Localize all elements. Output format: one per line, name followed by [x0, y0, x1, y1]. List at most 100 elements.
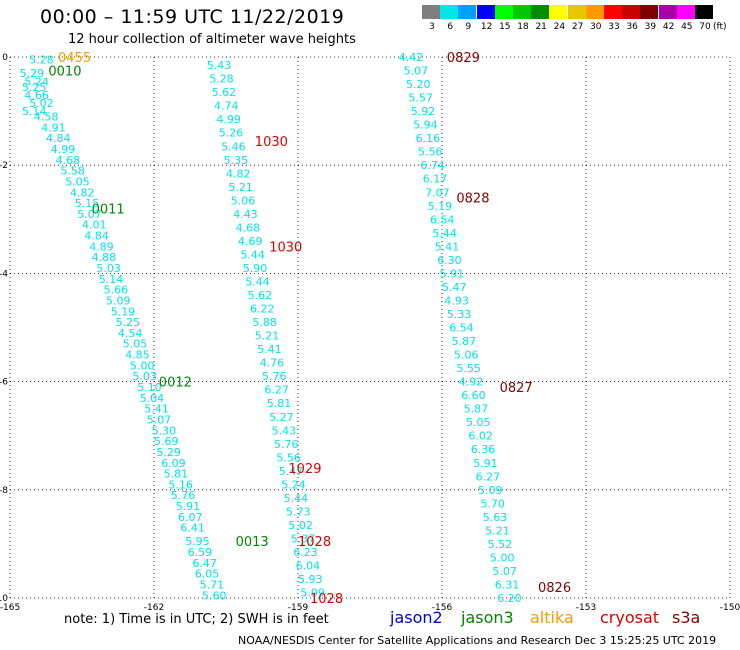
x-tick-label: -153 [576, 603, 596, 613]
data-point-label: 6.22 [250, 303, 275, 316]
scale-swatch [494, 5, 513, 19]
data-point-label: 6.23 [293, 546, 318, 559]
time-label: 0829 [447, 51, 480, 66]
data-point-label: 5.44 [432, 227, 457, 240]
x-tick-label: -156 [432, 603, 453, 613]
data-point-label: 5.70 [480, 497, 505, 510]
data-point-label: 5.41 [257, 343, 282, 356]
data-point-label: 5.02 [29, 97, 54, 110]
legend-item-jason3: jason3 [461, 608, 514, 627]
data-point-label: 5.06 [231, 194, 256, 207]
y-tick-label: -2 [0, 161, 8, 171]
data-point-label: 5.10 [137, 381, 162, 394]
data-point-label: 5.09 [106, 294, 131, 307]
data-point-label: 4.99 [51, 143, 76, 156]
data-point-label: 4.84 [84, 230, 109, 243]
scale-swatch [531, 5, 550, 19]
data-point-label: 5.20 [406, 78, 431, 91]
scale-label: 42 [662, 22, 675, 32]
scale-label: 33 [608, 22, 620, 32]
data-point-label: 5.25 [116, 316, 141, 329]
data-point-label: 5.14 [22, 105, 47, 118]
data-point-label: 5.03 [96, 262, 121, 275]
data-point-label: 4.84 [46, 132, 71, 145]
time-label: 0012 [159, 376, 192, 391]
data-point-label: 4.01 [82, 219, 107, 232]
data-point-label: 5.43 [207, 59, 232, 72]
data-point-label: 6.20 [497, 592, 522, 605]
x-tick-label: -165 [0, 603, 20, 613]
data-point-label: 5.41 [144, 403, 169, 416]
data-point-label: 5.21 [255, 330, 279, 343]
data-point-label: 5.91 [176, 500, 201, 513]
page-title: 00:00 – 11:59 UTC 11/22/2019 [40, 6, 345, 28]
data-point-label: 6.07 [178, 511, 203, 524]
data-point-label: 4.42 [399, 51, 424, 64]
scale-label: 21 [535, 22, 547, 32]
data-point-label: 6.17 [423, 173, 448, 186]
legend-item-altika: altika [530, 608, 574, 627]
data-point-label: 6.59 [188, 546, 213, 559]
data-point-label: 5.63 [483, 511, 508, 524]
data-point-label: 5.05 [466, 416, 491, 429]
data-point-label: 5.44 [284, 492, 309, 505]
scale-label: 24 [553, 22, 566, 32]
data-point-label: 4.85 [125, 349, 150, 362]
data-point-label: 5.99 [300, 587, 325, 600]
time-label: 1030 [269, 240, 302, 255]
data-point-label: 5.66 [104, 284, 129, 297]
data-point-label: 5.07 [492, 565, 517, 578]
data-point-label: 5.71 [200, 578, 225, 591]
data-point-label: 4.54 [118, 327, 143, 340]
data-point-label: 5.03 [132, 370, 157, 383]
data-point-label: 5.87 [452, 335, 477, 348]
data-point-label: 5.91 [440, 267, 465, 280]
data-point-label: 6.41 [180, 522, 205, 535]
scale-unit: (ft) [713, 22, 727, 32]
data-point-label: 5.76 [171, 489, 196, 502]
scale-swatch [567, 5, 586, 19]
data-point-label: 4.68 [56, 154, 81, 167]
time-label: 1029 [288, 462, 321, 477]
data-point-label: 5.25 [22, 81, 47, 94]
data-point-label: 5.93 [298, 573, 323, 586]
x-tick-label: -159 [288, 603, 309, 613]
scale-swatch [695, 5, 713, 19]
time-label: 0011 [92, 202, 125, 217]
scale-swatch [658, 5, 677, 19]
data-point-label: 5.33 [447, 308, 472, 321]
legend-item-jason2: jason2 [390, 608, 443, 627]
data-point-label: 4.91 [41, 121, 65, 134]
data-point-label: 5.41 [435, 240, 460, 253]
scale-label: 39 [644, 22, 657, 32]
data-point-label: 5.47 [442, 281, 467, 294]
data-point-label: 4.89 [89, 240, 114, 253]
data-point-label: 5.02 [288, 519, 313, 532]
data-point-label: 5.28 [209, 73, 234, 86]
scale-label: 27 [571, 22, 584, 32]
data-point-label: 6.27 [264, 384, 289, 397]
data-point-label: 6.47 [192, 557, 217, 570]
legend-item-s3a: s3a [672, 608, 701, 627]
data-point-label: 6.09 [161, 457, 186, 470]
scale-swatch [549, 5, 568, 19]
data-point-label: 5.58 [60, 165, 85, 178]
data-point-label: 4.66 [24, 89, 49, 102]
footer-note: note: 1) Time is in UTC; 2) SWH is in fe… [64, 612, 329, 627]
footer-credit: NOAA/NESDIS Center for Satellite Applica… [238, 634, 717, 647]
data-point-label: 5.81 [164, 468, 189, 481]
data-point-label: 6.05 [195, 568, 220, 581]
scale-swatch [640, 5, 659, 19]
data-point-label: 5.15 [75, 197, 100, 210]
scale-swatch [585, 5, 604, 19]
data-point-label: 5.47 [279, 465, 304, 478]
data-point-label: 7.07 [425, 186, 450, 199]
data-point-label: 6.30 [437, 254, 462, 267]
data-point-label: 4.82 [226, 167, 251, 180]
data-point-label: 4.92 [459, 376, 484, 389]
data-point-label: 6.31 [495, 578, 520, 591]
data-point-label: 5.09 [478, 484, 503, 497]
scale-label: 18 [517, 22, 529, 32]
scale-label: 15 [499, 22, 511, 32]
scale-swatch [422, 5, 440, 19]
